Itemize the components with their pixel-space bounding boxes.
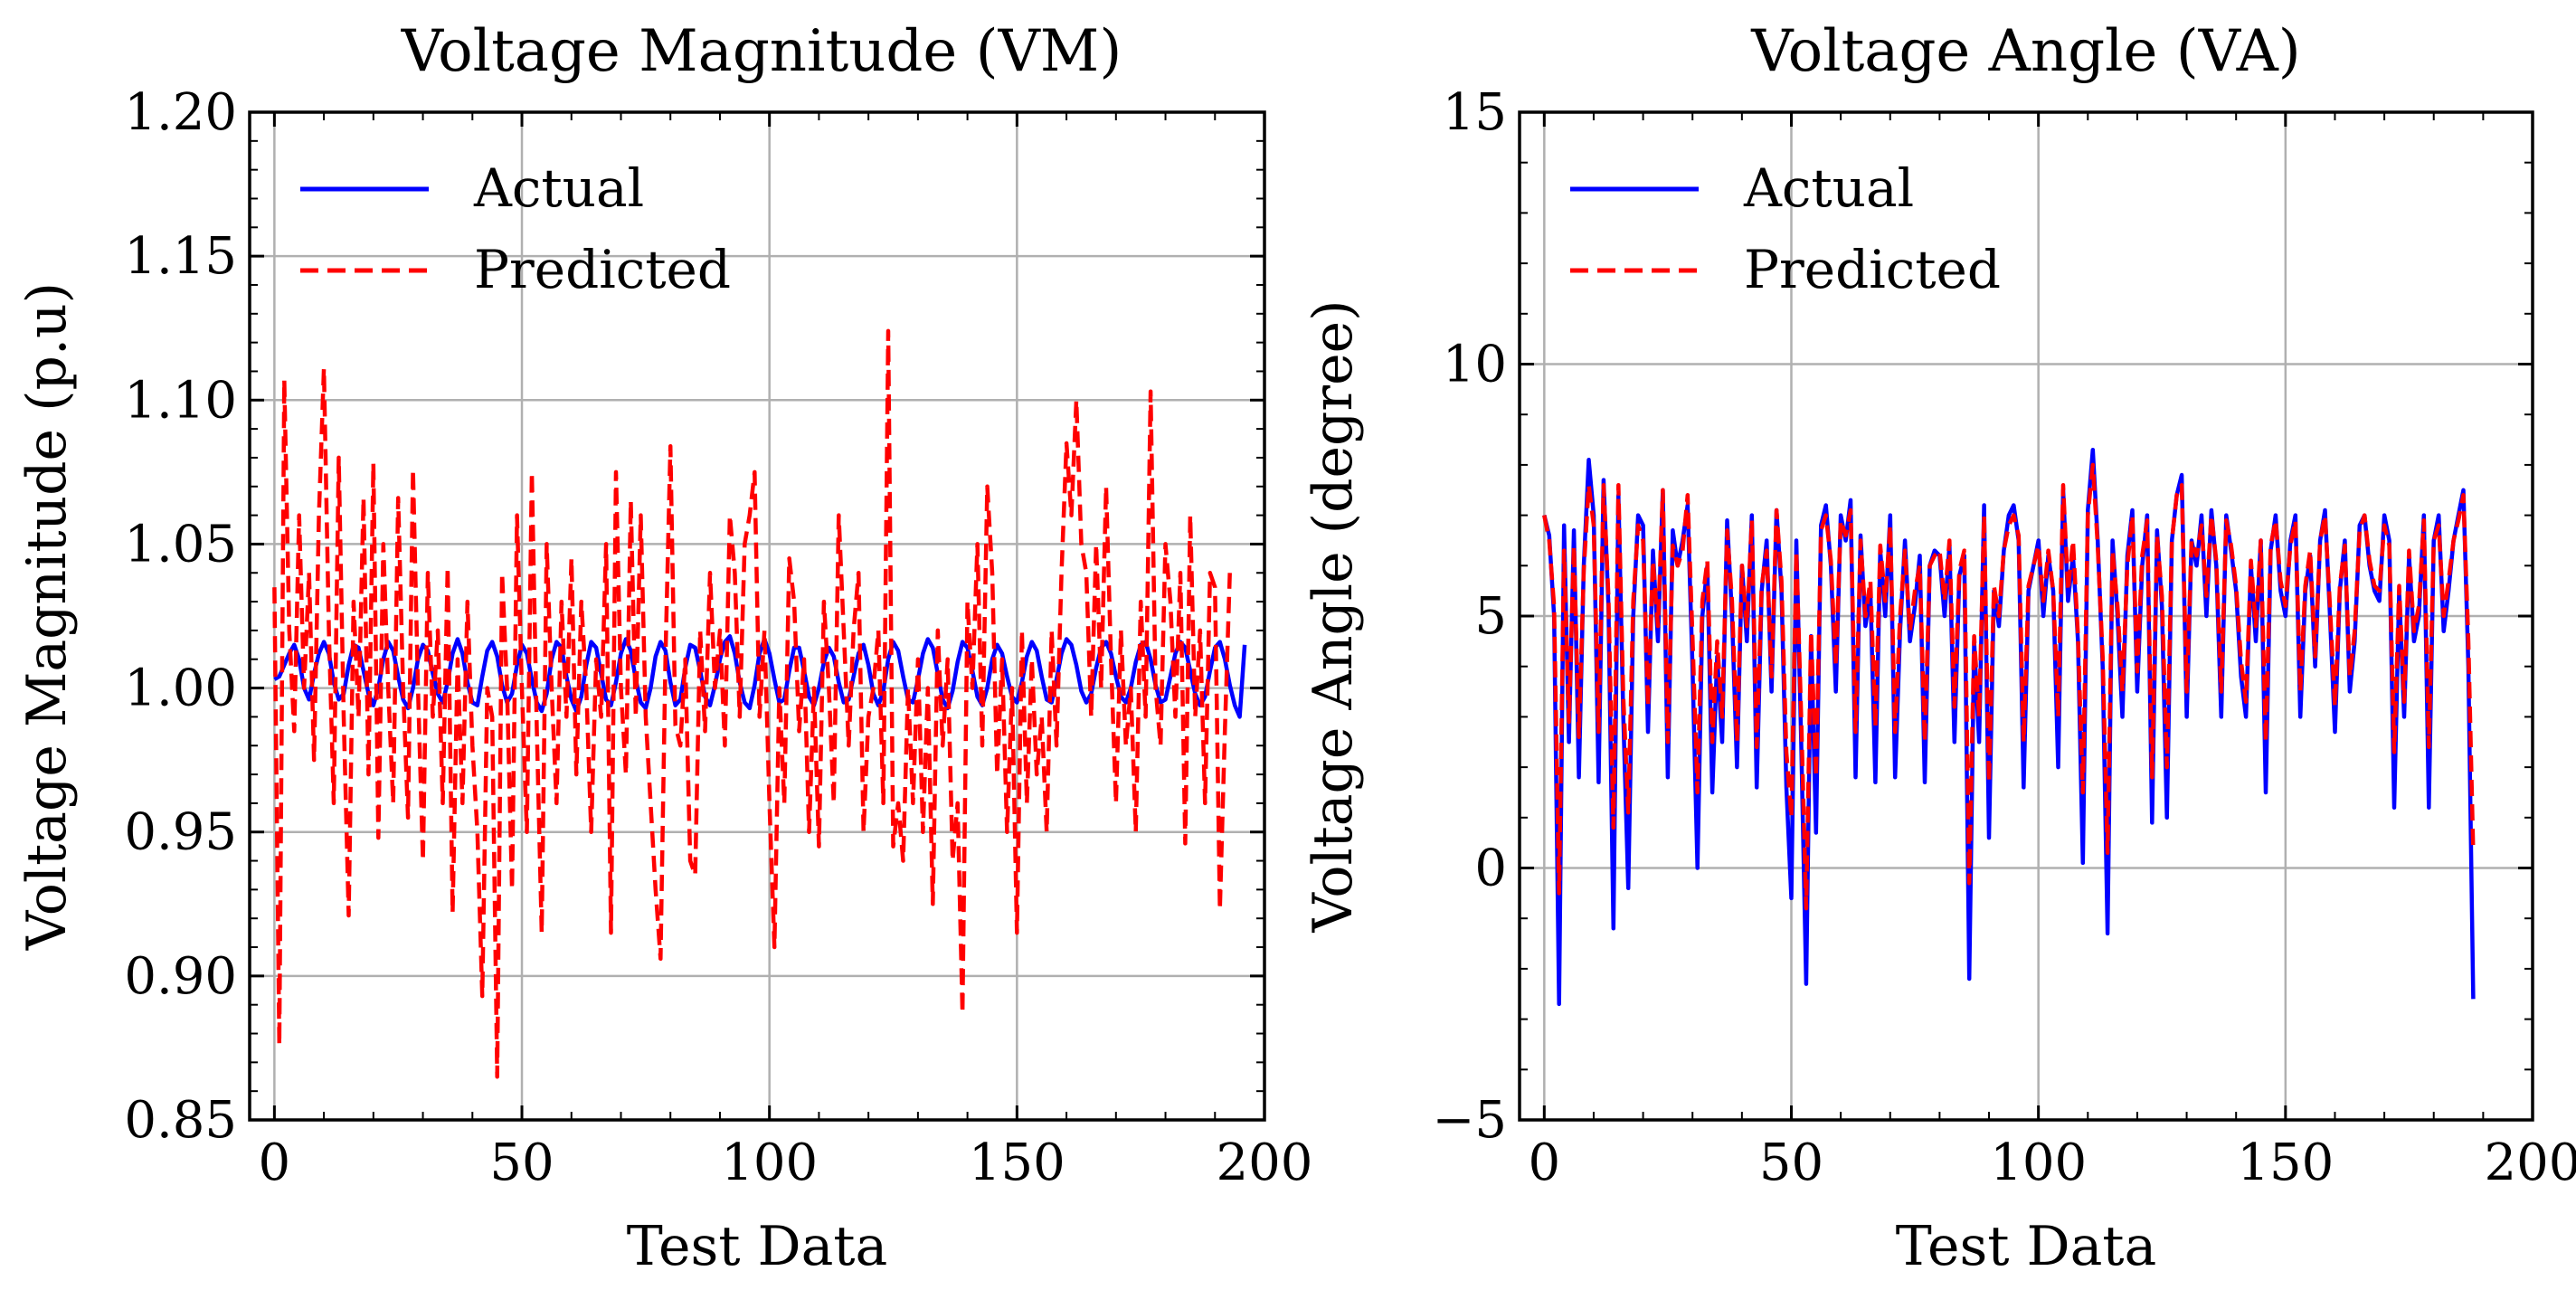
y-tick-label: 10	[1443, 336, 1507, 394]
gridlines	[1520, 112, 2533, 1120]
y-tick-label: 1.10	[124, 371, 237, 430]
y-tick-labels: −5 0 5 10 15	[1432, 83, 1507, 1150]
x-tick-label: 0	[259, 1133, 291, 1192]
y-tick-label: 0	[1474, 839, 1507, 898]
y-tick-label: −5	[1432, 1091, 1507, 1150]
chart-voltage-angle: Voltage Angle (VA) 0 50 100 150 200 −5 0 5 10 15…	[1302, 18, 2576, 1278]
legend: Actual Predicted	[1570, 157, 2001, 300]
x-tick-label: 150	[2237, 1133, 2334, 1192]
legend-actual-label: Actual	[473, 157, 644, 219]
series-line-predicted	[272, 328, 1232, 1079]
y-tick-label: 1.05	[124, 515, 237, 574]
y-tick-labels: 0.85 0.90 0.95 1.00 1.05 1.10 1.15 1.20	[124, 83, 237, 1150]
x-tick-label: 50	[489, 1133, 554, 1192]
legend: Actual Predicted	[300, 157, 731, 300]
x-axis-label: Test Data	[1896, 1215, 2157, 1278]
chart-title: Voltage Magnitude (VM)	[401, 18, 1122, 85]
gridlines	[250, 112, 1264, 1120]
x-tick-label: 200	[1217, 1133, 1313, 1192]
y-axis-label: Voltage Angle (degree)	[1302, 300, 1365, 934]
y-tick-label: 0.90	[124, 947, 237, 1006]
x-tick-label: 100	[1990, 1133, 2087, 1192]
plot-lines	[272, 328, 1247, 1079]
x-tick-label: 200	[2485, 1133, 2576, 1192]
y-tick-label: 0.85	[124, 1091, 237, 1150]
series-line-predicted	[1542, 462, 2476, 911]
y-tick-label: 0.95	[124, 803, 237, 862]
legend-predicted-label: Predicted	[1744, 239, 2001, 300]
x-tick-label: 50	[1759, 1133, 1823, 1192]
y-tick-label: 1.00	[124, 659, 237, 718]
legend-actual-label: Actual	[1743, 157, 1914, 219]
x-axis-label: Test Data	[627, 1215, 888, 1278]
plot-lines	[1542, 447, 2476, 1007]
y-tick-label: 1.15	[124, 227, 237, 286]
y-tick-label: 5	[1474, 587, 1507, 646]
plot-frame	[248, 110, 1266, 1122]
chart-voltage-magnitude: Voltage Magnitude (VM) 0 50 100 150 200 0.85…	[15, 18, 1312, 1278]
y-tick-label: 15	[1443, 83, 1507, 142]
major-ticks	[1520, 110, 2534, 1122]
plot-frame	[1518, 110, 2534, 1122]
x-tick-label: 0	[1528, 1133, 1560, 1192]
y-tick-label: 1.20	[124, 83, 237, 142]
x-tick-labels: 0 50 100 150 200	[1528, 1133, 2576, 1192]
chart-title: Voltage Angle (VA)	[1750, 18, 2301, 85]
x-tick-label: 150	[969, 1133, 1065, 1192]
x-tick-label: 100	[721, 1133, 818, 1192]
x-tick-labels: 0 50 100 150 200	[259, 1133, 1313, 1192]
y-axis-label: Voltage Magnitude (p.u)	[15, 282, 79, 951]
legend-predicted-label: Predicted	[474, 239, 731, 300]
